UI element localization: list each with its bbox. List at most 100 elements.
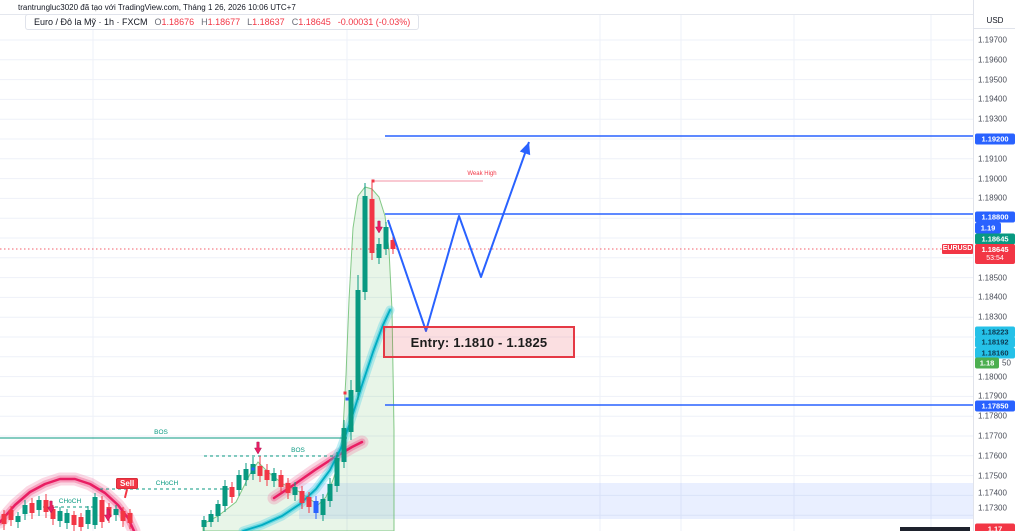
candle	[369, 199, 375, 253]
candle	[1, 514, 7, 524]
price-badge: 1.18645 53:54	[975, 244, 1015, 264]
candle	[383, 227, 389, 249]
pane-divider	[0, 14, 1015, 15]
price-badge: 1.18	[975, 357, 999, 369]
price-badge: 1.18160	[975, 347, 1015, 359]
candle	[355, 290, 361, 392]
structure-label: CHoCH	[59, 498, 82, 505]
candle	[201, 520, 207, 527]
sell-signal-arrow	[375, 220, 383, 234]
sell-signal-arrow	[254, 441, 262, 455]
axis-tick: 1.18500	[978, 273, 1007, 283]
symbol-legend[interactable]: Euro / Đô la Mỹ · 1h · FXCM O1.18676 H1.…	[25, 14, 420, 30]
axis-currency[interactable]: USD	[974, 14, 1015, 29]
axis-tick: 1.19700	[978, 35, 1007, 45]
axis-tick: 1.18300	[978, 312, 1007, 322]
candle	[292, 487, 298, 495]
candle	[327, 484, 333, 501]
candle	[208, 514, 214, 522]
candle	[71, 515, 77, 525]
indicator-dot	[251, 467, 255, 471]
candle	[334, 458, 340, 486]
structure-label: BOS	[291, 447, 305, 454]
axis-tick: 1.18400	[978, 292, 1007, 302]
candle	[113, 509, 119, 515]
price-badge: 1.19	[975, 222, 1001, 234]
demand-zone[interactable]	[299, 483, 973, 519]
bottom-bar	[900, 527, 970, 531]
candle	[22, 505, 28, 514]
ohlc-high: H1.18677	[201, 17, 241, 27]
candle	[57, 511, 63, 521]
weak-high-label: Weak High	[467, 171, 496, 177]
sell-signal-badge: Sell	[116, 478, 139, 489]
axis-tick: 1.17400	[978, 488, 1007, 498]
candle	[264, 470, 270, 480]
price-badge: 1.17850	[975, 400, 1015, 412]
axis-tick: 1.18900	[978, 193, 1007, 203]
candle	[8, 510, 14, 520]
ohlc-low: L1.18637	[247, 17, 285, 27]
attribution-text: trantrungluc3020 đã tạo với TradingView.…	[18, 3, 296, 12]
candle	[50, 509, 56, 519]
axis-tick: 1.19000	[978, 174, 1007, 184]
axis-tick: 1.19300	[978, 114, 1007, 124]
structure-label: CHoCH	[156, 480, 179, 487]
candle	[215, 504, 221, 516]
structure-label: BOS	[154, 429, 168, 436]
axis-tick: 1.19600	[978, 55, 1007, 65]
price-badge: 1.18223	[975, 326, 1015, 338]
candle	[299, 491, 305, 503]
price-badge: 1.18645	[975, 233, 1015, 245]
price-badge: 1.18800	[975, 211, 1015, 223]
zigzag-arrow-head	[519, 142, 531, 156]
entry-zone-box[interactable]: Entry: 1.1810 - 1.1825	[383, 326, 575, 358]
ohlc-close: C1.18645	[291, 17, 331, 27]
symbol-price-label: EURUSD	[942, 244, 973, 254]
candle	[376, 244, 382, 258]
ohlc-open: O1.18676	[154, 17, 195, 27]
axis-tick: 1.17300	[978, 503, 1007, 513]
indicator-dot	[345, 397, 349, 401]
sell-signal-arrow	[47, 500, 55, 514]
candle	[85, 510, 91, 524]
candle	[348, 390, 354, 432]
candle	[92, 497, 98, 525]
candle	[285, 483, 291, 493]
candle	[236, 475, 242, 490]
candle	[271, 473, 277, 481]
price-badge: 1.17	[975, 523, 1015, 531]
candle	[29, 503, 35, 513]
symbol-title[interactable]: Euro / Đô la Mỹ · 1h · FXCM	[34, 17, 148, 27]
candle	[341, 428, 347, 462]
price-axis[interactable]: USD 1.19700 1.19600 1.19500 1.19400 1.19300 1…	[973, 0, 1015, 531]
candle	[64, 513, 70, 523]
candle	[390, 240, 396, 249]
weak-high-anchor	[371, 179, 375, 183]
zigzag-arrow-drawing[interactable]	[387, 141, 530, 332]
candle	[278, 475, 284, 487]
pink-ma-ribbon-mid	[272, 440, 364, 500]
candle	[362, 196, 368, 292]
candle	[43, 500, 49, 512]
axis-tick: 1.17500	[978, 471, 1007, 481]
price-badge: 1.18192	[975, 336, 1015, 348]
axis-tick: 50	[1002, 358, 1011, 368]
candle	[127, 513, 133, 523]
entry-zone-label: Entry: 1.1810 - 1.1825	[410, 334, 548, 350]
axis-tick: 1.17600	[978, 451, 1007, 461]
axis-tick: 1.18000	[978, 372, 1007, 382]
price-badge: 1.19200	[975, 133, 1015, 145]
candle	[313, 501, 319, 513]
axis-tick: 1.19100	[978, 154, 1007, 164]
candle	[257, 466, 263, 476]
candle	[243, 469, 249, 480]
indicator-dot	[343, 391, 347, 395]
candle	[229, 487, 235, 497]
axis-tick: 1.19400	[978, 94, 1007, 104]
candle	[320, 499, 326, 515]
countdown-timer: 53:54	[986, 255, 1004, 262]
price-change: -0.00031 (-0.03%)	[337, 17, 411, 27]
